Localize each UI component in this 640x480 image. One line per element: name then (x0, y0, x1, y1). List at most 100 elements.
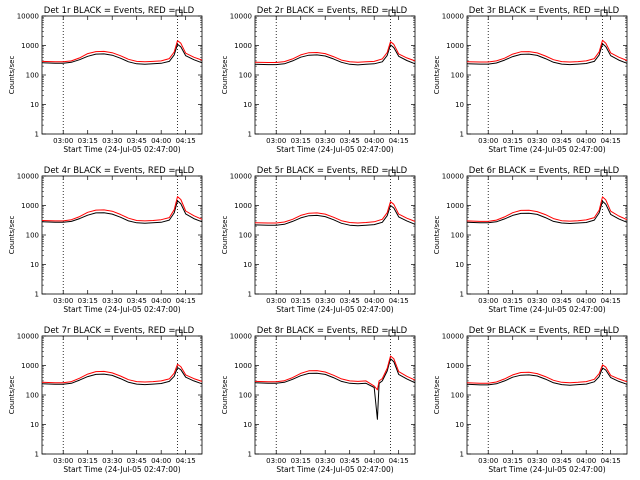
series-line-events (466, 43, 628, 66)
x-tick-label: 03:45 (340, 137, 360, 145)
y-tick-label: 100 (26, 392, 39, 400)
y-tick-label: 100 (26, 232, 39, 240)
series-line-events (254, 44, 416, 66)
x-axis-label: Start Time (24-Jul-05 02:47:00) (276, 305, 393, 314)
y-axis-label: Counts/sec (433, 56, 441, 95)
x-tick-label: 04:15 (176, 137, 196, 145)
series-line-lld (466, 196, 628, 222)
x-tick-label: 03:15 (78, 297, 98, 305)
x-tick-label: 03:45 (340, 457, 360, 465)
x-axis-label: Start Time (24-Jul-05 02:47:00) (488, 465, 605, 474)
plot-frame (466, 15, 628, 135)
series-line-lld (41, 40, 203, 63)
y-tick-label: 1000 (446, 362, 464, 370)
x-tick-label: 03:00 (266, 137, 286, 145)
chart-panel-7: Det 7r BLACK = Events, RED = LLD 1 10 100 10… (8, 326, 203, 474)
x-tick-label: 03:00 (478, 297, 498, 305)
y-tick-label: 10000 (230, 333, 252, 341)
y-tick-label: 100 (451, 72, 464, 80)
y-tick-label: 10 (30, 101, 39, 109)
x-tick-label: 03:45 (552, 297, 572, 305)
y-tick-label: 10 (455, 261, 464, 269)
plot-frame (41, 175, 203, 295)
x-tick-label: 03:15 (78, 457, 98, 465)
x-axis-label: Start Time (24-Jul-05 02:47:00) (63, 305, 180, 314)
x-tick-label: 04:15 (601, 297, 621, 305)
y-tick-label: 10000 (17, 13, 39, 21)
x-axis-label: Start Time (24-Jul-05 02:47:00) (276, 145, 393, 154)
series-line-lld (254, 201, 416, 224)
plot-frame (41, 15, 203, 135)
plot-frame (254, 335, 416, 455)
x-axis-label: Start Time (24-Jul-05 02:47:00) (488, 305, 605, 314)
x-tick-label: 03:30 (527, 137, 547, 145)
series-line-lld (254, 41, 416, 63)
y-tick-label: 1 (460, 291, 464, 299)
x-tick-label: 04:00 (151, 137, 171, 145)
y-tick-label: 1 (248, 131, 252, 139)
x-tick-label: 03:00 (478, 457, 498, 465)
series-line-events (466, 367, 628, 386)
y-axis-label: Counts/sec (433, 376, 441, 415)
x-tick-label: 04:00 (151, 457, 171, 465)
x-axis-label: Start Time (24-Jul-05 02:47:00) (63, 465, 180, 474)
y-tick-label: 1000 (21, 42, 39, 50)
series-line-lld (466, 39, 628, 63)
y-tick-label: 1000 (446, 202, 464, 210)
x-tick-label: 04:00 (151, 297, 171, 305)
x-axis-label: Start Time (24-Jul-05 02:47:00) (276, 465, 393, 474)
y-axis-label: Counts/sec (221, 376, 229, 415)
y-tick-label: 100 (239, 72, 252, 80)
chart-title: Det 4r BLACK = Events, RED = LLD (44, 166, 195, 176)
x-tick-label: 03:45 (127, 457, 147, 465)
x-axis-label: Start Time (24-Jul-05 02:47:00) (63, 145, 180, 154)
chart-panel-3: Det 3r BLACK = Events, RED = LLD 1 10 100 10… (433, 6, 628, 154)
y-tick-label: 10000 (442, 173, 464, 181)
x-tick-label: 03:30 (315, 137, 335, 145)
x-tick-label: 03:45 (552, 137, 572, 145)
chart-panel-6: Det 6r BLACK = Events, RED = LLD 1 10 100 10… (433, 166, 628, 314)
x-tick-label: 03:30 (527, 457, 547, 465)
chart-title: Det 8r BLACK = Events, RED = LLD (257, 326, 408, 336)
chart-title: Det 3r BLACK = Events, RED = LLD (469, 6, 620, 16)
y-tick-label: 100 (451, 232, 464, 240)
x-tick-label: 04:00 (576, 137, 596, 145)
y-tick-label: 1 (35, 451, 39, 459)
x-tick-label: 03:30 (527, 297, 547, 305)
chart-panel-2: Det 2r BLACK = Events, RED = LLD 1 10 100 10… (221, 6, 416, 154)
plot-frame (466, 175, 628, 295)
y-tick-label: 100 (239, 392, 252, 400)
x-tick-label: 03:15 (291, 457, 311, 465)
y-tick-label: 10000 (442, 333, 464, 341)
x-tick-label: 04:15 (389, 137, 409, 145)
series-line-lld (466, 364, 628, 384)
x-tick-label: 04:15 (176, 457, 196, 465)
y-tick-label: 100 (451, 392, 464, 400)
x-tick-label: 03:15 (291, 137, 311, 145)
series-line-events (254, 205, 416, 227)
series-line-events (41, 43, 203, 65)
series-line-lld (254, 355, 416, 391)
y-axis-label: Counts/sec (8, 216, 16, 255)
chart-panel-4: Det 4r BLACK = Events, RED = LLD 1 10 100 10… (8, 166, 203, 314)
x-axis-label: Start Time (24-Jul-05 02:47:00) (488, 145, 605, 154)
y-tick-label: 1000 (234, 42, 252, 50)
x-tick-label: 03:45 (552, 457, 572, 465)
x-tick-label: 03:00 (53, 137, 73, 145)
x-tick-label: 03:15 (291, 297, 311, 305)
y-tick-label: 10 (243, 261, 252, 269)
x-tick-label: 03:30 (315, 457, 335, 465)
chart-title: Det 7r BLACK = Events, RED = LLD (44, 326, 195, 336)
series-line-lld (41, 196, 203, 222)
x-tick-label: 04:15 (601, 137, 621, 145)
chart-title: Det 6r BLACK = Events, RED = LLD (469, 166, 620, 176)
y-tick-label: 10000 (17, 173, 39, 181)
x-tick-label: 04:15 (601, 457, 621, 465)
y-axis-label: Counts/sec (221, 56, 229, 95)
x-tick-label: 03:30 (315, 297, 335, 305)
x-tick-label: 03:15 (78, 137, 98, 145)
x-tick-label: 03:15 (503, 457, 523, 465)
y-tick-label: 100 (26, 72, 39, 80)
plot-frame (41, 335, 203, 455)
chart-title: Det 1r BLACK = Events, RED = LLD (44, 6, 195, 16)
